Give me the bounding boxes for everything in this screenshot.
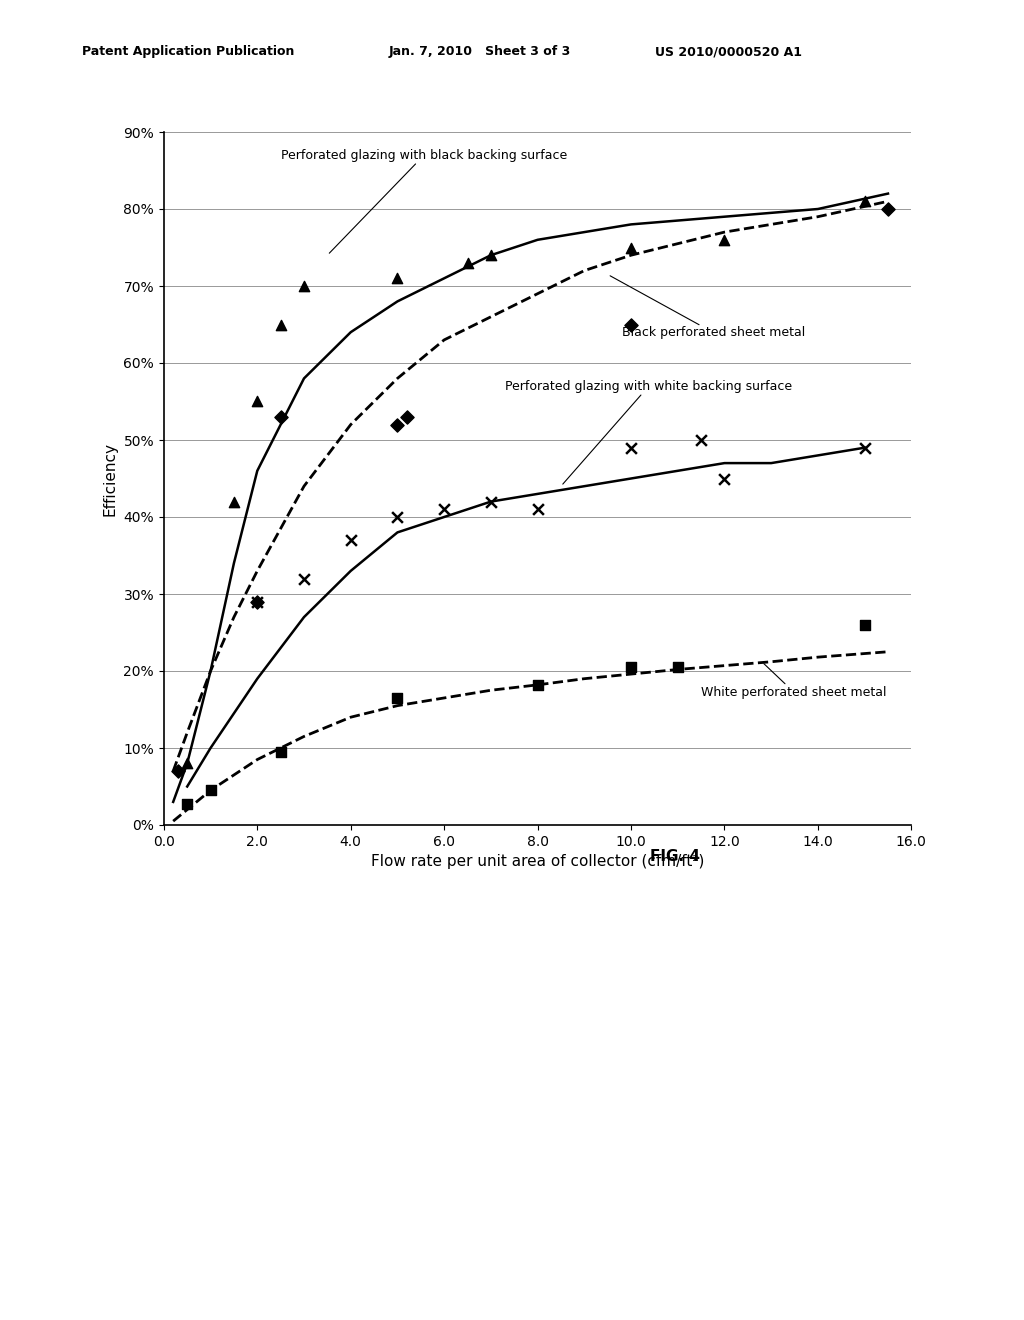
Point (717, 469, 733, 490)
Point (296, 276, 312, 297)
Point (203, 780, 219, 801)
Point (398, 407, 415, 428)
Text: FIG. 4: FIG. 4 (650, 849, 700, 863)
Text: Black perforated sheet metal: Black perforated sheet metal (610, 276, 805, 339)
Point (623, 437, 639, 458)
Point (272, 407, 289, 428)
Point (179, 752, 196, 774)
Text: US 2010/0000520 A1: US 2010/0000520 A1 (655, 45, 803, 58)
Point (389, 414, 406, 436)
Point (623, 238, 639, 259)
Point (389, 268, 406, 289)
Point (856, 614, 872, 635)
Point (623, 314, 639, 335)
Text: White perforated sheet metal: White perforated sheet metal (701, 664, 887, 698)
Point (880, 198, 896, 219)
Point (389, 507, 406, 528)
Point (170, 760, 186, 781)
Point (249, 591, 265, 612)
Point (179, 793, 196, 814)
Point (482, 244, 499, 265)
Point (296, 568, 312, 589)
Text: Perforated glazing with black backing surface: Perforated glazing with black backing su… (281, 149, 567, 253)
X-axis label: Flow rate per unit area of collector (cfm/ft²): Flow rate per unit area of collector (cf… (371, 854, 705, 870)
Point (460, 252, 476, 273)
Point (225, 491, 242, 512)
Point (529, 499, 546, 520)
Point (389, 688, 406, 709)
Point (856, 437, 872, 458)
Text: Jan. 7, 2010   Sheet 3 of 3: Jan. 7, 2010 Sheet 3 of 3 (389, 45, 571, 58)
Point (482, 491, 499, 512)
Point (623, 656, 639, 677)
Point (249, 391, 265, 412)
Point (693, 429, 710, 450)
Point (272, 314, 289, 335)
Point (436, 499, 453, 520)
Text: Perforated glazing with white backing surface: Perforated glazing with white backing su… (505, 380, 792, 484)
Point (529, 675, 546, 696)
Point (670, 656, 686, 677)
Text: Patent Application Publication: Patent Application Publication (82, 45, 294, 58)
Point (856, 190, 872, 211)
Point (249, 591, 265, 612)
Point (717, 230, 733, 251)
Y-axis label: Efficiency: Efficiency (102, 441, 118, 516)
Point (272, 742, 289, 763)
Point (342, 529, 359, 550)
